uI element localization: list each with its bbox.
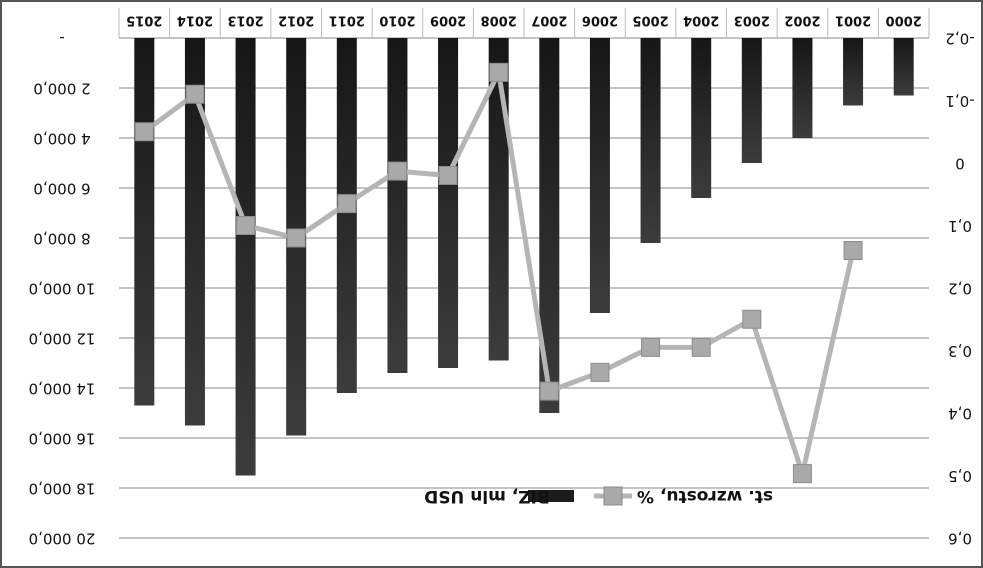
left-tick-label-3: 6 000,0 [33, 180, 90, 198]
growth-marker-2014 [185, 84, 205, 104]
bar-2007 [539, 38, 560, 413]
left-tick-label-1: 2 000,0 [33, 80, 90, 98]
bar-2010 [387, 38, 408, 373]
bar-2011 [336, 38, 357, 393]
growth-marker-2001 [843, 241, 863, 260]
legend: BIZ, mln USD st. wzrostu, % [424, 486, 773, 506]
right-tick-label-8: 0,6 [948, 530, 972, 548]
right-tick-label-0: -0,2 [945, 30, 974, 48]
left-tick-label-9: 18 000,0 [29, 480, 96, 498]
bar-2005 [640, 38, 661, 243]
right-tick-label-4: 0,2 [948, 280, 972, 298]
growth-marker-2010 [387, 161, 407, 181]
growth-marker-2003 [742, 309, 762, 329]
left-tick-label-6: 12 000,0 [29, 330, 96, 348]
category-label-2003: 2003 [734, 13, 770, 28]
right-axis-ticks: -0,2 -0,1 0 0,1 0,2 0,3 0,4 0,5 0,6 [945, 30, 974, 548]
growth-marker-2005 [641, 337, 661, 357]
left-tick-label-8: 16 000,0 [29, 430, 96, 448]
category-label-2002: 2002 [784, 13, 820, 28]
growth-marker-2007 [539, 381, 559, 401]
right-tick-label-3: 0,1 [948, 217, 972, 235]
category-labels: 2000 2001 2002 2003 2004 2005 2006 2007 2008 2009… [126, 13, 922, 28]
category-label-2005: 2005 [632, 13, 668, 28]
right-tick-label-2: 0 [955, 155, 965, 173]
category-label-2000: 2000 [886, 13, 922, 28]
left-tick-label-2: 4 000,0 [33, 130, 90, 148]
right-tick-label-6: 0,4 [948, 405, 972, 423]
left-axis-ticks: - 2 000,0 4 000,0 6 000,0 8 000,0 10 000,0 12 … [29, 30, 96, 548]
bar-2014 [184, 38, 205, 426]
bar-2002 [792, 38, 813, 138]
category-label-2006: 2006 [582, 13, 618, 28]
left-tick-label-7: 14 000,0 [29, 380, 96, 398]
growth-marker-2015 [134, 122, 154, 142]
category-label-2013: 2013 [227, 13, 263, 28]
legend-line-marker [603, 486, 623, 506]
bar-2001 [843, 38, 864, 106]
bar-2015 [134, 38, 155, 406]
category-label-2014: 2014 [177, 13, 213, 28]
growth-marker-2008 [489, 62, 509, 82]
category-label-2012: 2012 [278, 13, 314, 28]
growth-marker-2002 [792, 464, 812, 484]
bar-2009 [438, 38, 459, 368]
right-tick-label-7: 0,5 [948, 467, 972, 485]
category-label-2010: 2010 [379, 13, 415, 28]
category-label-2009: 2009 [430, 13, 466, 28]
legend-line-label: st. wzrostu, % [637, 486, 773, 506]
bar-2000 [893, 38, 914, 96]
bar-series [134, 38, 914, 476]
growth-marker-2011 [337, 194, 357, 214]
category-label-2004: 2004 [683, 13, 719, 28]
right-tick-label-1: -0,1 [945, 92, 974, 110]
left-tick-label-4: 8 000,0 [33, 230, 90, 248]
growth-marker-2004 [691, 337, 711, 357]
category-label-2011: 2011 [329, 13, 365, 28]
bar-2004 [691, 38, 712, 198]
growth-marker-2012 [286, 228, 306, 248]
legend-bar-label: BIZ, mln USD [424, 486, 550, 506]
category-label-2015: 2015 [126, 13, 162, 28]
left-tick-label-10: 20 000,0 [29, 530, 96, 548]
category-label-2007: 2007 [531, 13, 567, 28]
line-series [134, 62, 863, 484]
category-label-2001: 2001 [835, 13, 871, 28]
right-tick-label-5: 0,3 [948, 342, 972, 360]
growth-marker-2013 [236, 216, 256, 235]
left-tick-label-0: - [59, 30, 64, 48]
growth-marker-2009 [438, 166, 458, 185]
growth-marker-2006 [590, 362, 610, 382]
left-tick-label-5: 10 000,0 [29, 280, 96, 298]
legend-bar-swatch [528, 490, 574, 502]
category-label-2008: 2008 [481, 13, 517, 28]
bar-2006 [589, 38, 610, 313]
bar-2013 [235, 38, 256, 476]
bar-2003 [741, 38, 762, 163]
